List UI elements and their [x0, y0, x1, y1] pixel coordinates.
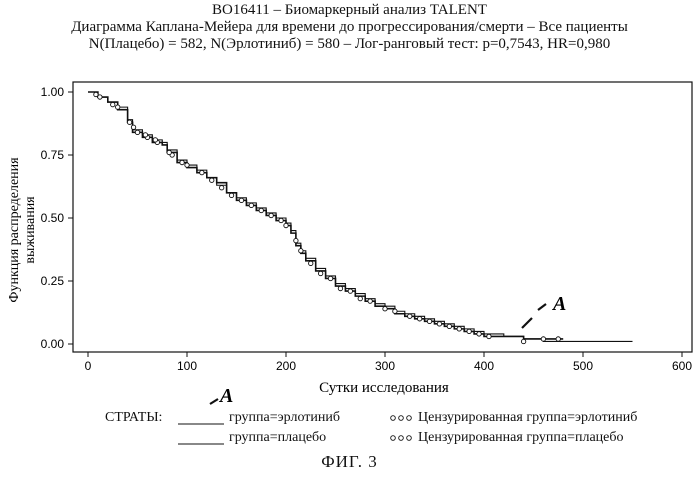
censor-marker [199, 169, 205, 176]
plot-frame [72, 81, 693, 353]
y-axis-label-line-1: Функция распределения [7, 157, 22, 303]
censor-marker [337, 285, 344, 292]
censor-marker [357, 295, 363, 302]
censor-marker [97, 94, 103, 100]
censor-marker [456, 326, 462, 332]
censor-marker [278, 217, 284, 224]
annotation-stroke [537, 303, 547, 311]
censor-marker [347, 288, 353, 294]
censor-marker [126, 119, 133, 125]
y-tick-label: 0.25 [41, 274, 65, 288]
legend-marker-placebo [398, 435, 404, 441]
handwritten-annotations: AA [209, 293, 566, 407]
legend-marker-erlotinib [406, 415, 412, 421]
censor-marker [152, 137, 158, 143]
censor-marker [446, 323, 452, 330]
legend-marker-placebo [406, 435, 412, 441]
chart-series [88, 91, 633, 343]
annotation-stroke [521, 317, 533, 329]
annotation-stroke [209, 398, 219, 405]
chart-axes [72, 81, 693, 353]
legend-item-erlotinib: группа=эрлотиниб [229, 410, 340, 425]
chart-ticks: 0 100 200 300 400 500 600 0.00 0.25 0.50 0.75 1.00 [41, 85, 693, 373]
chart-censor-markers [93, 91, 561, 345]
legend-marker-erlotinib [398, 415, 404, 421]
y-axis-label: Функция распределениявыживания [7, 157, 38, 303]
annotation-letter: A [551, 293, 566, 315]
legend-graphics [178, 415, 412, 445]
y-tick-label: 0.50 [41, 211, 65, 225]
censor-marker [298, 248, 304, 254]
censor-marker [166, 149, 172, 156]
censor-marker [228, 192, 235, 198]
censor-marker [476, 331, 482, 337]
legend-prefix: СТРАТЫ: [105, 410, 163, 425]
censor-marker [407, 313, 413, 319]
censor-marker [426, 318, 433, 324]
censor-marker [218, 185, 225, 191]
chart-title-line-2: Диаграмма Каплана-Мейера для времени до … [71, 19, 628, 35]
censor-marker [317, 270, 324, 277]
censor-marker [179, 159, 185, 166]
legend-marker-placebo [390, 435, 396, 441]
censor-marker [416, 316, 423, 322]
censor-marker [238, 197, 245, 204]
censor-marker [283, 222, 289, 229]
x-tick-label: 200 [276, 359, 296, 373]
chart-title-line-1: BO16411 – Биомаркерный анализ TALENT [212, 2, 487, 18]
censor-marker [134, 129, 141, 135]
censor-marker [142, 132, 149, 138]
y-tick-label: 0.75 [41, 148, 65, 162]
censor-marker [293, 238, 299, 244]
y-tick-label: 1.00 [41, 85, 65, 99]
censor-marker [209, 177, 215, 183]
legend-item-censored-erlotinib: Цензурированная группа=эрлотиниб [418, 410, 638, 425]
figure-label: ФИГ. 3 [321, 452, 378, 471]
censor-marker [248, 202, 255, 209]
x-tick-label: 100 [177, 359, 197, 373]
legend-item-placebo: группа=плацебо [229, 430, 327, 445]
censor-marker [392, 308, 398, 314]
censor-marker [268, 212, 274, 219]
censor-marker [382, 306, 388, 312]
censor-marker [555, 336, 561, 342]
x-axis-label: Сутки исследования [319, 380, 449, 396]
censor-marker [308, 260, 314, 267]
censor-marker [327, 275, 334, 282]
chart-title-line-3: N(Плацебо) = 582, N(Эрлотиниб) = 580 – Л… [88, 36, 611, 52]
censor-marker [436, 321, 443, 327]
annotation-letter: A [218, 385, 233, 407]
censor-marker [130, 124, 137, 130]
censor-marker [367, 298, 373, 304]
censor-marker [93, 91, 99, 98]
x-tick-label: 400 [474, 359, 494, 373]
censor-marker [520, 338, 527, 345]
x-tick-label: 0 [85, 359, 92, 373]
censor-marker [258, 207, 264, 214]
legend-item-censored-placebo: Цензурированная группа=плацебо [418, 430, 624, 445]
censor-marker [184, 162, 190, 168]
y-axis-label-line-2: выживания [23, 196, 38, 264]
censor-marker [466, 328, 472, 335]
censor-marker [540, 336, 547, 342]
km-curve-1 [88, 91, 633, 343]
x-tick-label: 500 [573, 359, 593, 373]
censor-marker [110, 101, 116, 108]
x-tick-label: 300 [375, 359, 395, 373]
x-tick-label: 600 [672, 359, 692, 373]
km-curve-0 [88, 91, 564, 340]
censor-marker [115, 104, 121, 110]
legend-marker-erlotinib [390, 415, 396, 421]
y-tick-label: 0.00 [41, 337, 65, 351]
censor-marker [486, 333, 492, 340]
